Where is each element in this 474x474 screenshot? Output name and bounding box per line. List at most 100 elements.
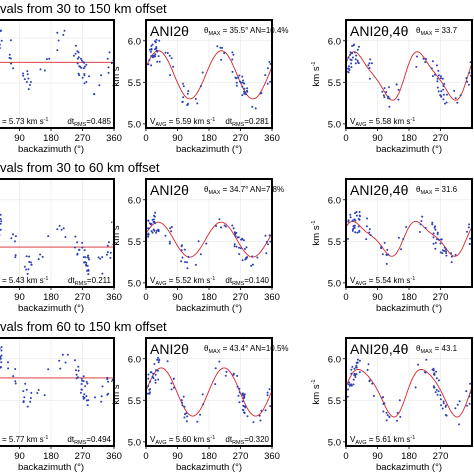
data-point xyxy=(232,372,235,375)
data-point xyxy=(425,358,428,361)
data-point xyxy=(154,373,157,376)
x-axis-label: backazimuth (°) xyxy=(376,462,442,473)
data-point xyxy=(29,84,31,86)
data-point xyxy=(445,250,447,253)
data-point xyxy=(164,234,167,237)
data-point xyxy=(218,218,221,221)
data-point xyxy=(439,75,442,78)
data-point xyxy=(239,247,242,250)
data-point xyxy=(170,57,173,60)
data-point xyxy=(158,60,161,63)
data-point xyxy=(264,74,267,77)
data-point xyxy=(246,90,249,93)
x-tick-label: 180 xyxy=(201,292,217,303)
data-point xyxy=(436,86,439,89)
data-point xyxy=(147,377,150,380)
data-point xyxy=(151,375,154,378)
data-point xyxy=(169,74,172,77)
data-point xyxy=(367,64,370,67)
data-point xyxy=(266,67,269,70)
data-point xyxy=(444,102,446,105)
data-point xyxy=(86,264,89,267)
data-point xyxy=(266,391,269,394)
data-point xyxy=(0,361,3,364)
data-point xyxy=(234,235,237,238)
data-point xyxy=(356,361,359,364)
data-point xyxy=(352,383,355,386)
x-tick-label: 360 xyxy=(264,133,280,144)
data-point xyxy=(237,236,240,239)
data-point xyxy=(83,393,86,396)
data-point xyxy=(241,408,244,411)
data-point xyxy=(432,242,435,245)
data-point xyxy=(434,241,437,244)
data-point xyxy=(355,373,358,376)
data-point xyxy=(365,238,368,241)
data-point xyxy=(434,247,437,250)
data-points xyxy=(0,213,112,276)
data-point xyxy=(168,240,171,243)
data-point xyxy=(365,225,368,228)
x-tick-label: 270 xyxy=(75,451,91,462)
data-point xyxy=(66,353,69,356)
data-point xyxy=(149,50,152,53)
theta-max-text: θMAX = 31.6 xyxy=(416,185,458,196)
data-point xyxy=(180,249,183,252)
data-point xyxy=(78,74,81,77)
data-point xyxy=(201,71,204,74)
data-point xyxy=(82,67,85,70)
x-axis-label: backazimuth (°) xyxy=(376,144,442,155)
data-point xyxy=(41,255,44,258)
data-point xyxy=(442,88,445,91)
theta-max-text: θMAX = 43.1 xyxy=(416,344,458,355)
data-point xyxy=(383,241,386,244)
data-point xyxy=(85,380,88,383)
data-point xyxy=(9,39,12,42)
data-point xyxy=(346,237,349,240)
data-point xyxy=(94,396,96,399)
data-point xyxy=(439,398,442,401)
data-point xyxy=(435,370,438,373)
data-point xyxy=(366,368,369,371)
data-point xyxy=(443,83,446,85)
data-point xyxy=(388,86,390,89)
data-point xyxy=(232,227,235,230)
fit-curve xyxy=(146,221,272,258)
data-point xyxy=(354,51,356,54)
x-tick-label: 270 xyxy=(233,292,249,303)
dt-rms-text: dtRMS=0.494 xyxy=(67,435,111,446)
data-point xyxy=(233,243,236,246)
data-point xyxy=(465,77,468,80)
data-point xyxy=(83,65,86,68)
data-point xyxy=(170,382,173,385)
x-tick-label: 180 xyxy=(43,451,59,462)
data-point xyxy=(238,391,241,394)
data-point xyxy=(450,255,453,258)
data-point xyxy=(187,256,190,258)
data-point xyxy=(385,419,388,422)
data-point xyxy=(432,232,435,235)
data-point xyxy=(85,264,88,267)
data-point xyxy=(148,222,151,225)
data-point xyxy=(154,53,157,56)
data-point xyxy=(445,252,448,254)
data-point xyxy=(25,268,28,271)
y-tick-label: 5.0 xyxy=(128,278,141,289)
data-point xyxy=(414,386,417,389)
data-point xyxy=(23,396,26,399)
data-point xyxy=(437,238,440,241)
row-title-2: vals from 30 to 60 km offset xyxy=(0,160,160,175)
fit-curve xyxy=(146,367,272,417)
data-point xyxy=(26,73,29,76)
data-point xyxy=(353,43,356,46)
data-point xyxy=(77,369,80,372)
model-label: ANI2θ,4θ xyxy=(350,182,409,198)
vavg-text: VAVG = 5.52 km s-1 xyxy=(150,276,215,287)
data-point xyxy=(425,58,427,60)
x-tick-label: 0 xyxy=(343,133,348,144)
data-point xyxy=(62,227,65,230)
data-point xyxy=(243,92,246,95)
data-point xyxy=(81,76,84,79)
data-point xyxy=(61,353,64,356)
data-point xyxy=(367,363,370,366)
